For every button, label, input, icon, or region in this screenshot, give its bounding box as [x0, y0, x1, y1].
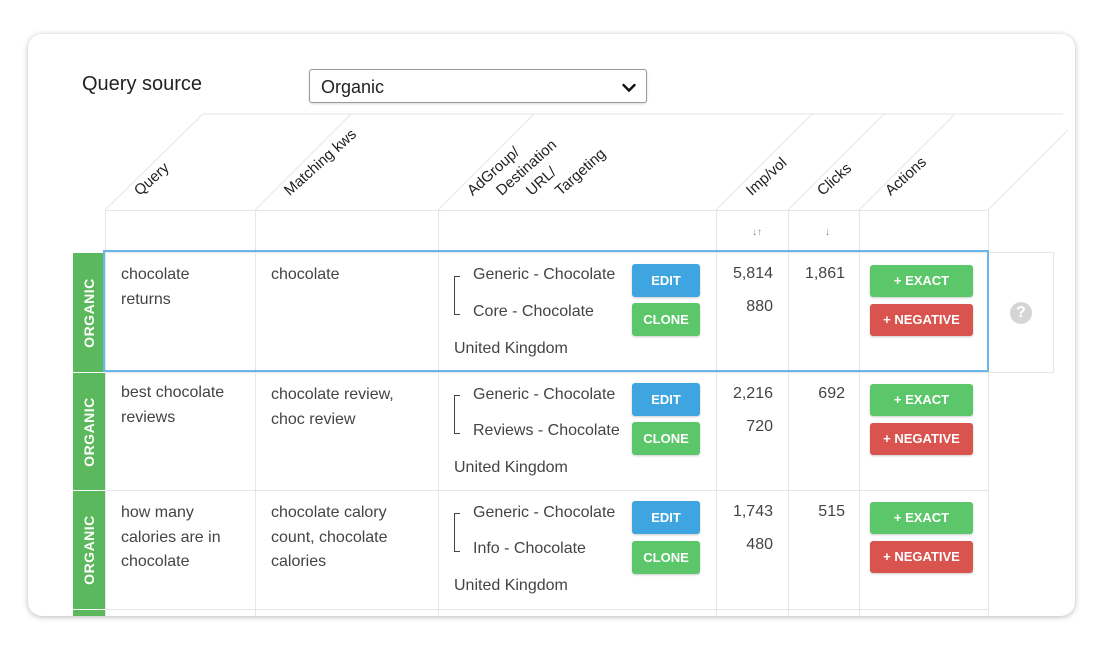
clicks-value: 692: [818, 385, 845, 402]
clicks-value: 1,861: [804, 265, 845, 282]
row-divider: [105, 372, 1054, 373]
col-divider: [438, 210, 439, 616]
adgroup-bracket: [454, 513, 460, 552]
help-icon[interactable]: ?: [1010, 302, 1032, 324]
adgroup-bracket: [454, 395, 460, 434]
add-exact-button[interactable]: + EXACT: [870, 502, 973, 534]
edit-button[interactable]: EDIT: [632, 264, 700, 297]
col-divider: [988, 210, 989, 616]
edit-button[interactable]: EDIT: [632, 383, 700, 416]
adgroup-generic: Generic - Chocolate: [473, 266, 616, 283]
chevron-down-icon: [622, 80, 636, 98]
add-negative-button[interactable]: + NEGATIVE: [870, 423, 973, 455]
vol-value: 720: [746, 418, 773, 435]
edit-button[interactable]: EDIT: [632, 501, 700, 534]
col-divider: [105, 210, 106, 616]
clone-button[interactable]: CLONE: [632, 303, 700, 336]
query-report-card: Query source Organic Query Matching kws …: [28, 34, 1075, 616]
query-cell: best chocolate reviews: [121, 384, 225, 426]
vol-value: 880: [746, 298, 773, 315]
imp-value: 5,814: [732, 265, 773, 282]
selected-row-highlight: [103, 250, 989, 372]
col-divider: [255, 210, 256, 616]
adgroup-specific: Info - Chocolate: [473, 540, 586, 557]
targeting: United Kingdom: [454, 459, 568, 476]
query-cell: chocolate returns: [121, 266, 190, 308]
sort-down-icon[interactable]: ↓: [825, 227, 830, 238]
organic-tag: [73, 610, 105, 616]
add-negative-button[interactable]: + NEGATIVE: [870, 304, 973, 336]
clone-button[interactable]: CLONE: [632, 422, 700, 455]
adgroup-generic: Generic - Chocolate: [473, 504, 616, 521]
imp-value: 1,743: [732, 503, 773, 520]
row-divider: [1053, 252, 1054, 373]
query-source-label: Query source: [82, 73, 203, 95]
sort-both-icon[interactable]: ↓↑: [752, 227, 762, 238]
organic-tag: ORGANIC: [73, 253, 105, 372]
row-divider: [105, 210, 989, 211]
col-divider: [859, 210, 860, 616]
row-divider: [105, 490, 989, 491]
query-cell: how many calories are in chocolate: [121, 504, 221, 570]
header-grid: [104, 113, 1069, 211]
clicks-value: 515: [818, 503, 845, 520]
matching-kws-cell: chocolate: [271, 266, 340, 283]
adgroup-specific: Core - Chocolate: [473, 303, 594, 320]
col-divider: [788, 210, 789, 616]
add-negative-button[interactable]: + NEGATIVE: [870, 541, 973, 573]
organic-tag: ORGANIC: [73, 373, 105, 490]
add-exact-button[interactable]: + EXACT: [870, 265, 973, 297]
targeting: United Kingdom: [454, 577, 568, 594]
matching-kws-cell: chocolate review, choc review: [271, 386, 394, 428]
vol-value: 480: [746, 536, 773, 553]
row-divider: [105, 252, 1054, 253]
adgroup-generic: Generic - Chocolate: [473, 386, 616, 403]
add-exact-button[interactable]: + EXACT: [870, 384, 973, 416]
query-source-select[interactable]: Organic: [309, 69, 647, 103]
clone-button[interactable]: CLONE: [632, 541, 700, 574]
targeting: United Kingdom: [454, 340, 568, 357]
col-divider: [716, 210, 717, 616]
organic-tag: ORGANIC: [73, 491, 105, 609]
adgroup-specific: Reviews - Chocolate: [473, 422, 620, 439]
imp-value: 2,216: [732, 385, 773, 402]
row-divider: [105, 609, 989, 610]
matching-kws-cell: chocolate calory count, chocolate calories: [271, 504, 388, 570]
query-source-value: Organic: [321, 77, 385, 97]
adgroup-bracket: [454, 276, 460, 315]
